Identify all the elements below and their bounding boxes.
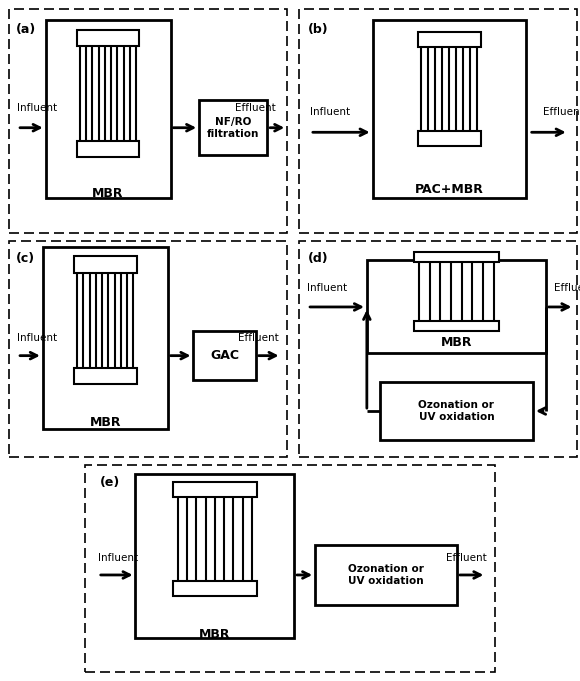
Text: (b): (b) <box>308 23 329 36</box>
Text: Influent: Influent <box>307 283 347 293</box>
Bar <box>414 321 499 331</box>
Text: MBR: MBR <box>199 628 231 641</box>
Text: (d): (d) <box>308 252 329 265</box>
Bar <box>193 331 256 380</box>
Text: GAC: GAC <box>210 349 239 362</box>
Bar <box>173 482 256 497</box>
Bar <box>74 368 136 384</box>
Bar <box>43 247 168 429</box>
Text: Effluent: Effluent <box>445 554 486 563</box>
Text: MBR: MBR <box>89 415 121 428</box>
Text: Influent: Influent <box>98 554 138 563</box>
Bar <box>380 382 533 440</box>
Bar <box>414 251 499 262</box>
Text: (a): (a) <box>16 23 36 36</box>
Text: (c): (c) <box>16 252 35 265</box>
Text: Effluent: Effluent <box>235 103 276 113</box>
Bar <box>367 260 546 353</box>
Bar <box>418 32 480 47</box>
Bar <box>173 582 256 596</box>
Bar <box>136 474 294 638</box>
Text: Effluent: Effluent <box>543 108 580 117</box>
Bar <box>418 131 480 146</box>
Bar <box>74 256 136 273</box>
Text: Ozonation or
UV oxidation: Ozonation or UV oxidation <box>418 400 494 422</box>
Text: MBR: MBR <box>441 336 472 349</box>
Text: MBR: MBR <box>92 187 124 200</box>
Text: Effluent: Effluent <box>238 334 278 343</box>
Text: Ozonation or
UV oxidation: Ozonation or UV oxidation <box>348 564 424 586</box>
Bar <box>372 20 526 198</box>
Text: Influent: Influent <box>17 334 57 343</box>
Bar <box>77 30 139 46</box>
Bar <box>199 100 267 155</box>
Text: NF/RO
filtration: NF/RO filtration <box>207 117 259 138</box>
Bar <box>46 20 171 198</box>
Bar <box>77 141 139 157</box>
Bar <box>315 545 457 605</box>
Text: Effluent: Effluent <box>554 283 580 293</box>
Text: Influent: Influent <box>310 108 350 117</box>
Text: PAC+MBR: PAC+MBR <box>415 183 484 196</box>
Text: (e): (e) <box>100 475 121 488</box>
Text: Influent: Influent <box>17 103 57 113</box>
